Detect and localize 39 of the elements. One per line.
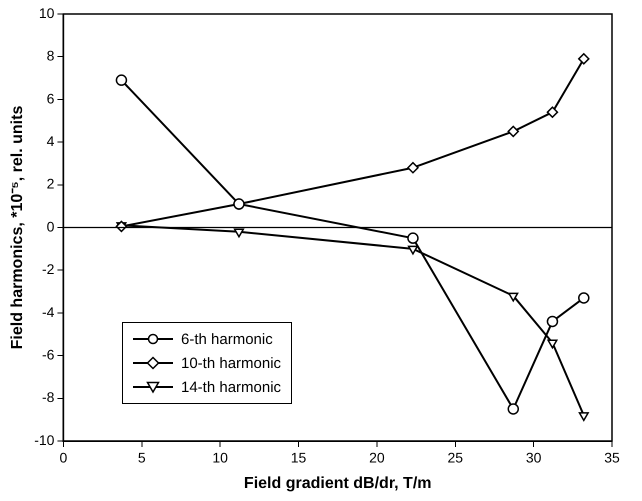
point	[508, 126, 520, 138]
y-tick-label: -6	[42, 346, 55, 362]
point	[578, 53, 590, 65]
y-tick-label: 4	[46, 132, 55, 149]
y-tick-label: -8	[42, 389, 55, 406]
legend-label: 10-th harmonic	[181, 354, 282, 372]
point	[578, 292, 590, 304]
y-tick-label: 8	[46, 48, 55, 64]
x-tick-label: 5	[138, 449, 146, 466]
y-tick-label: 0	[46, 218, 55, 234]
legend-label: 14-th harmonic	[181, 378, 282, 396]
point	[546, 316, 558, 328]
x-tick-label: 25	[447, 449, 464, 466]
point	[547, 340, 558, 349]
x-tick-label: 0	[60, 449, 68, 466]
x-tick-label: 35	[604, 449, 620, 466]
point	[508, 292, 518, 302]
y-tick-label: 2	[46, 176, 55, 192]
x-tick-label: 20	[369, 449, 385, 466]
point	[407, 232, 419, 244]
point	[407, 162, 419, 174]
x-tick-label: 30	[526, 449, 542, 466]
point	[408, 246, 418, 255]
x-axis-title: Field gradient dB/dr, T/m	[244, 474, 432, 492]
point	[116, 74, 128, 86]
point	[578, 412, 589, 422]
legend-label: 6-th harmonic	[181, 330, 273, 348]
x-tick-label: 15	[290, 449, 307, 466]
point	[234, 228, 244, 238]
y-tick-label: -2	[42, 261, 55, 278]
point	[233, 198, 245, 210]
point	[546, 106, 558, 118]
y-tick-label: -4	[42, 304, 55, 320]
y-tick-label: -10	[34, 432, 55, 448]
y-axis-title: Field harmonics, *10⁻⁵, rel. units	[9, 106, 26, 350]
x-tick-label: 10	[212, 449, 228, 466]
point	[508, 403, 520, 415]
y-tick-label: 6	[46, 90, 55, 106]
y-tick-label: 10	[38, 4, 55, 21]
